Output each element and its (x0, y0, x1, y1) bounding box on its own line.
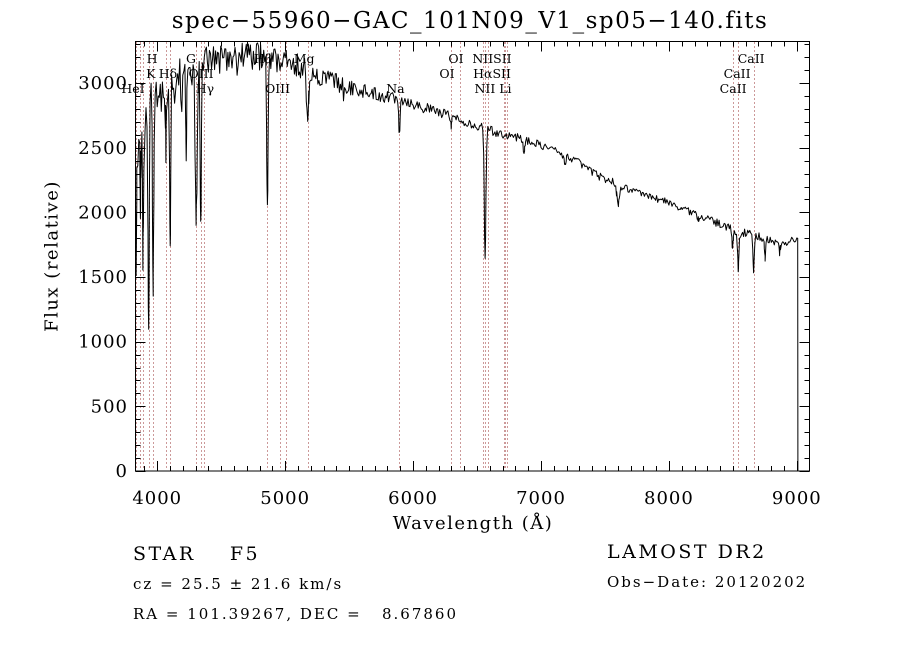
y-tick-label: 0 (116, 461, 128, 482)
spectrum-line (135, 42, 799, 471)
ra-dec-text: RA = 101.39267, DEC = 8.67860 (133, 605, 459, 623)
line-label: HeI (121, 81, 144, 96)
x-axis-title: Wavelength (Å) (392, 513, 554, 534)
y-tick-labels: 0 500 1000 1500 2000 2500 3000 (78, 73, 128, 482)
axes-box (135, 41, 810, 472)
survey-text: LAMOST DR2 (607, 541, 767, 563)
line-labels: HKHeIHδGOIIIHγHβOIIIMgNaOIOINIISIIHαSIIN… (121, 51, 764, 96)
line-label: HαSII (473, 66, 511, 81)
y-tick-label: 500 (91, 396, 128, 417)
line-label: OIII (188, 66, 213, 81)
line-label: Hγ (196, 81, 214, 96)
y-tick-label: 1500 (78, 267, 128, 288)
line-label: H (147, 51, 158, 66)
y-tick-label: 3000 (78, 73, 128, 94)
marker-lines (136, 42, 755, 470)
line-label: CaII (724, 66, 751, 81)
line-label: CaII (738, 51, 765, 66)
line-label: G (186, 51, 196, 66)
x-tick-label: 8000 (644, 488, 694, 509)
line-label: OI (448, 51, 463, 66)
x-tick-label: 6000 (388, 488, 438, 509)
plot-frame (135, 41, 810, 472)
x-tick-label: 9000 (772, 488, 822, 509)
cz-text: cz = 25.5 ± 21.6 km/s (133, 575, 344, 593)
y-axis-title: Flux (relative) (41, 180, 63, 332)
y-tick-label: 2500 (78, 138, 128, 159)
line-label: NII Li (474, 81, 511, 96)
x-tick-labels: 4000 5000 6000 7000 8000 9000 (132, 488, 822, 509)
line-label: K (146, 66, 156, 81)
line-label: NIISII (472, 51, 511, 66)
line-label: Na (386, 81, 405, 96)
line-label: Mg (294, 51, 315, 66)
object-class-text: STAR F5 (133, 543, 261, 565)
plot-title: spec−55960−GAC_101N09_V1_sp05−140.fits (171, 8, 769, 34)
y-tick-label: 1000 (78, 332, 128, 353)
y-tick-label: 2000 (78, 202, 128, 223)
x-tick-label: 5000 (260, 488, 310, 509)
x-tick-label: 4000 (132, 488, 182, 509)
obs-date-text: Obs−Date: 20120202 (607, 573, 808, 591)
x-tick-label: 7000 (516, 488, 566, 509)
line-label: CaII (720, 81, 747, 96)
line-label: Hβ (254, 51, 272, 66)
line-label: Hδ (159, 66, 177, 81)
line-label: OIII (265, 81, 290, 96)
line-label: OI (439, 66, 454, 81)
